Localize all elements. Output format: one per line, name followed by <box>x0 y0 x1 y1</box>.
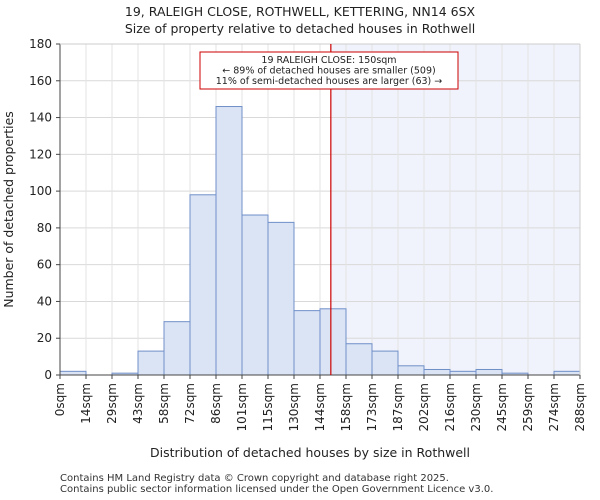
y-axis-title: Number of detached properties <box>1 111 16 308</box>
histogram-bar <box>267 221 295 376</box>
histogram-bar <box>293 310 321 376</box>
y-tick-label: 0 <box>44 368 52 382</box>
histogram-bar <box>319 308 347 376</box>
y-tick-label: 160 <box>29 74 52 88</box>
x-tick-label: 58sqm <box>157 383 171 424</box>
histogram-bar <box>345 343 373 376</box>
footer-licence: Contains public sector information licen… <box>60 484 494 495</box>
x-tick-label: 72sqm <box>183 383 197 424</box>
x-tick-label: 288sqm <box>573 383 587 431</box>
y-tick-label: 100 <box>29 184 52 198</box>
annotation-line1: 19 RALEIGH CLOSE: 150sqm <box>261 55 396 66</box>
x-tick-label: 202sqm <box>417 383 431 431</box>
x-tick-label: 187sqm <box>391 383 405 431</box>
y-tick-label: 180 <box>29 37 52 51</box>
x-tick-label: 158sqm <box>339 383 353 431</box>
x-axis-title: Distribution of detached houses by size … <box>150 445 470 460</box>
y-tick-label: 40 <box>37 294 52 308</box>
y-tick-label: 20 <box>37 331 52 345</box>
histogram-bar <box>475 368 503 376</box>
y-tick-label: 60 <box>37 258 52 272</box>
x-tick-label: 86sqm <box>209 383 223 424</box>
histogram-bar <box>241 214 269 376</box>
chart-title: 19, RALEIGH CLOSE, ROTHWELL, KETTERING, … <box>124 4 476 19</box>
annotation-box <box>199 51 459 90</box>
histogram-bar <box>553 370 581 376</box>
x-tick-label: 144sqm <box>313 383 327 431</box>
y-tick-label: 80 <box>37 221 52 235</box>
histogram-bar <box>59 370 87 376</box>
y-tick-label: 140 <box>29 111 52 125</box>
histogram-bar <box>397 365 425 376</box>
histogram-bar <box>215 106 243 376</box>
histogram-bar <box>189 194 217 376</box>
footer-copyright: Contains HM Land Registry data © Crown c… <box>60 473 449 484</box>
x-tick-label: 173sqm <box>365 383 379 431</box>
chart-subtitle: Size of property relative to detached ho… <box>124 21 476 36</box>
x-tick-label: 274sqm <box>547 383 561 431</box>
x-tick-label: 230sqm <box>469 383 483 431</box>
histogram-bar <box>137 350 165 376</box>
y-tick-label: 120 <box>29 147 52 161</box>
larger-region-shade <box>330 44 580 375</box>
histogram-bar <box>163 321 191 376</box>
histogram-bar <box>371 350 399 376</box>
annotation-line2: ← 89% of detached houses are smaller (50… <box>222 66 435 77</box>
x-tick-label: 130sqm <box>287 383 301 431</box>
histogram-bar <box>449 370 477 376</box>
x-tick-label: 14sqm <box>79 383 93 424</box>
x-tick-label: 115sqm <box>261 383 275 431</box>
x-tick-label: 101sqm <box>235 383 249 431</box>
x-tick-label: 43sqm <box>131 383 145 424</box>
annotation-line3: 11% of semi-detached houses are larger (… <box>216 76 443 87</box>
x-tick-label: 259sqm <box>521 383 535 431</box>
x-tick-label: 0sqm <box>53 383 67 416</box>
x-tick-label: 29sqm <box>105 383 119 424</box>
x-tick-label: 245sqm <box>495 383 509 431</box>
x-tick-label: 216sqm <box>443 383 457 431</box>
histogram-bar <box>423 368 451 376</box>
